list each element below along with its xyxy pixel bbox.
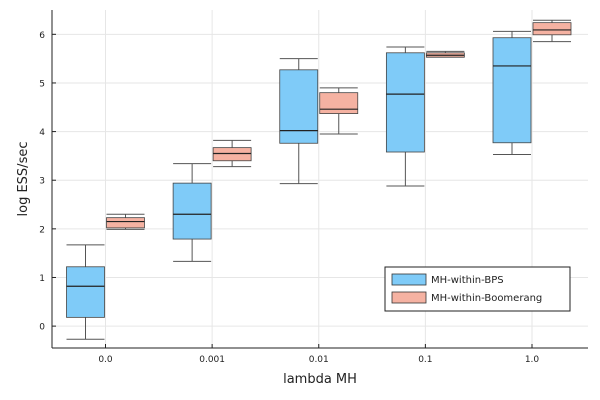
box-mh-within-bps bbox=[66, 244, 105, 340]
legend-label-bps: MH-within-BPS bbox=[431, 275, 504, 286]
box-mh-within-boomerang bbox=[319, 87, 359, 135]
y-tick-label: 2 bbox=[39, 225, 45, 235]
legend-swatch-bps bbox=[391, 273, 427, 286]
box-mh-within-bps bbox=[279, 58, 319, 185]
x-tick-label: 0.1 bbox=[418, 355, 432, 365]
box-mh-within-bps bbox=[172, 163, 212, 262]
box-iqr bbox=[385, 52, 425, 153]
box-iqr bbox=[172, 182, 212, 240]
box-mh-within-boomerang bbox=[425, 50, 465, 58]
x-tick-label: 0.0 bbox=[98, 355, 113, 365]
y-tick-label: 1 bbox=[39, 274, 45, 284]
tick-labels: 0 1 2 3 4 5 6 0.0 0.001 0.01 0.1 1.0 bbox=[39, 31, 539, 365]
box-iqr bbox=[279, 69, 319, 144]
x-tick-label: 0.001 bbox=[199, 355, 225, 365]
box-iqr bbox=[492, 37, 532, 144]
legend-swatch-boomerang bbox=[391, 291, 427, 304]
box-iqr bbox=[532, 22, 572, 36]
axes bbox=[51, 10, 588, 349]
x-axis-title: lambda MH bbox=[283, 372, 357, 387]
box-iqr bbox=[212, 147, 252, 162]
y-tick-label: 4 bbox=[39, 128, 45, 138]
box-series bbox=[66, 19, 572, 340]
legend-label-boomerang: MH-within-Boomerang bbox=[431, 293, 542, 304]
box-mh-within-bps bbox=[492, 30, 532, 155]
legend: MH-within-BPS MH-within-Boomerang bbox=[384, 266, 571, 312]
box-iqr bbox=[106, 217, 145, 229]
box-iqr bbox=[319, 92, 359, 114]
y-tick-label: 6 bbox=[39, 31, 45, 41]
box-mh-within-boomerang bbox=[212, 139, 252, 168]
y-tick-label: 3 bbox=[39, 177, 45, 187]
x-tick-label: 0.01 bbox=[309, 355, 329, 365]
box-iqr bbox=[66, 266, 105, 318]
x-tick-label: 1.0 bbox=[525, 355, 540, 365]
y-tick-label: 5 bbox=[39, 79, 45, 89]
box-mh-within-boomerang bbox=[106, 213, 145, 230]
box-mh-within-bps bbox=[385, 46, 425, 187]
y-axis-title: log ESS/sec bbox=[16, 142, 31, 217]
y-tick-label: 0 bbox=[39, 323, 45, 333]
box-mh-within-boomerang bbox=[532, 19, 572, 43]
